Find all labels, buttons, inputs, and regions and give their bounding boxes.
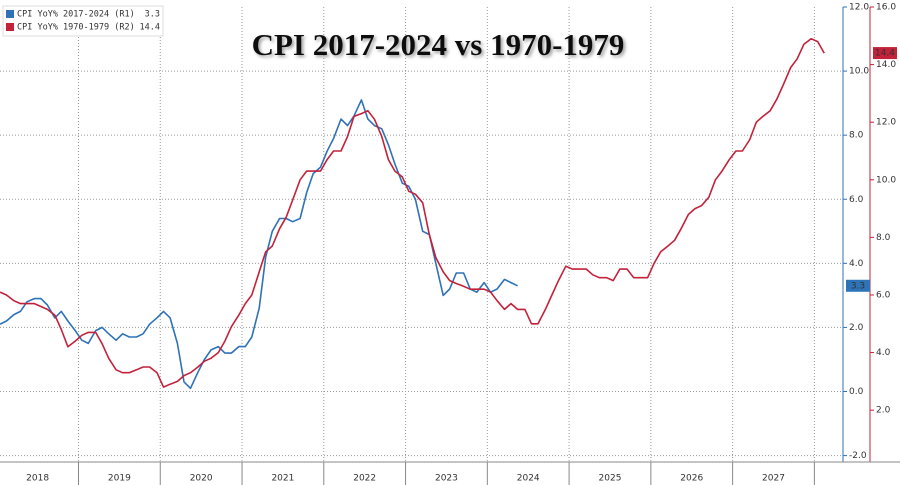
legend-value: 14.4 xyxy=(140,23,160,33)
value-flag-label: 3.3 xyxy=(851,281,865,291)
x-tick-label: 2021 xyxy=(271,474,294,484)
x-tick-label: 2023 xyxy=(435,474,458,484)
y2-tick-label: 4.0 xyxy=(876,348,891,358)
x-tick-label: 2027 xyxy=(762,474,785,484)
x-tick-label: 2022 xyxy=(353,474,376,484)
x-tick-label: 2026 xyxy=(680,474,703,484)
y2-tick-label: 12.0 xyxy=(876,118,896,128)
legend-box xyxy=(2,5,164,37)
value-flag xyxy=(846,279,870,292)
y-tick-label: 8.0 xyxy=(849,131,864,141)
plot xyxy=(0,37,825,390)
axes: -2.0 0.0 2.0 4.0 6.0 8.0 10.0 12.0 2.0 4.0 6.0 8.0 1… xyxy=(0,3,900,485)
y2-tick-label: 2.0 xyxy=(876,406,891,416)
y2-tick-label: 14.0 xyxy=(876,60,896,70)
x-tick-label: 2020 xyxy=(190,474,213,484)
y2-tick-label: 8.0 xyxy=(876,233,891,243)
series-line xyxy=(0,37,825,388)
value-flag-label: 14.4 xyxy=(875,49,895,59)
legend-label: CPI YoY% 1970-1979 (R2) xyxy=(17,23,135,33)
legend-swatch xyxy=(6,23,14,31)
y-tick-label: 2.0 xyxy=(849,323,864,333)
value-flag xyxy=(873,47,897,60)
x-tick-label: 2024 xyxy=(517,474,540,484)
x-tick-label: 2018 xyxy=(26,474,49,484)
y-tick-label: 10.0 xyxy=(849,67,869,77)
legend-value: 3.3 xyxy=(145,10,160,20)
grid xyxy=(0,7,843,462)
legend-label: CPI YoY% 2017-2024 (R1) xyxy=(17,10,135,20)
y-tick-label: -2.0 xyxy=(849,451,867,461)
y2-tick-label: 16.0 xyxy=(876,3,896,13)
x-tick-label: 2025 xyxy=(599,474,622,484)
y2-tick-label: 6.0 xyxy=(876,290,891,300)
legend-swatch xyxy=(6,10,14,18)
x-tick-label: 2019 xyxy=(108,474,131,484)
legend: CPI YoY% 2017-2024 (R1) 3.3 CPI YoY% 1970-… xyxy=(2,5,164,37)
y-tick-label: 4.0 xyxy=(849,259,864,269)
y2-tick-label: 10.0 xyxy=(876,175,896,185)
y-tick-label: 6.0 xyxy=(849,195,864,205)
y-tick-label: 0.0 xyxy=(849,387,864,397)
chart-title: CPI 2017-2024 vs 1970-1979 xyxy=(252,27,625,62)
y-tick-label: 12.0 xyxy=(849,3,869,13)
